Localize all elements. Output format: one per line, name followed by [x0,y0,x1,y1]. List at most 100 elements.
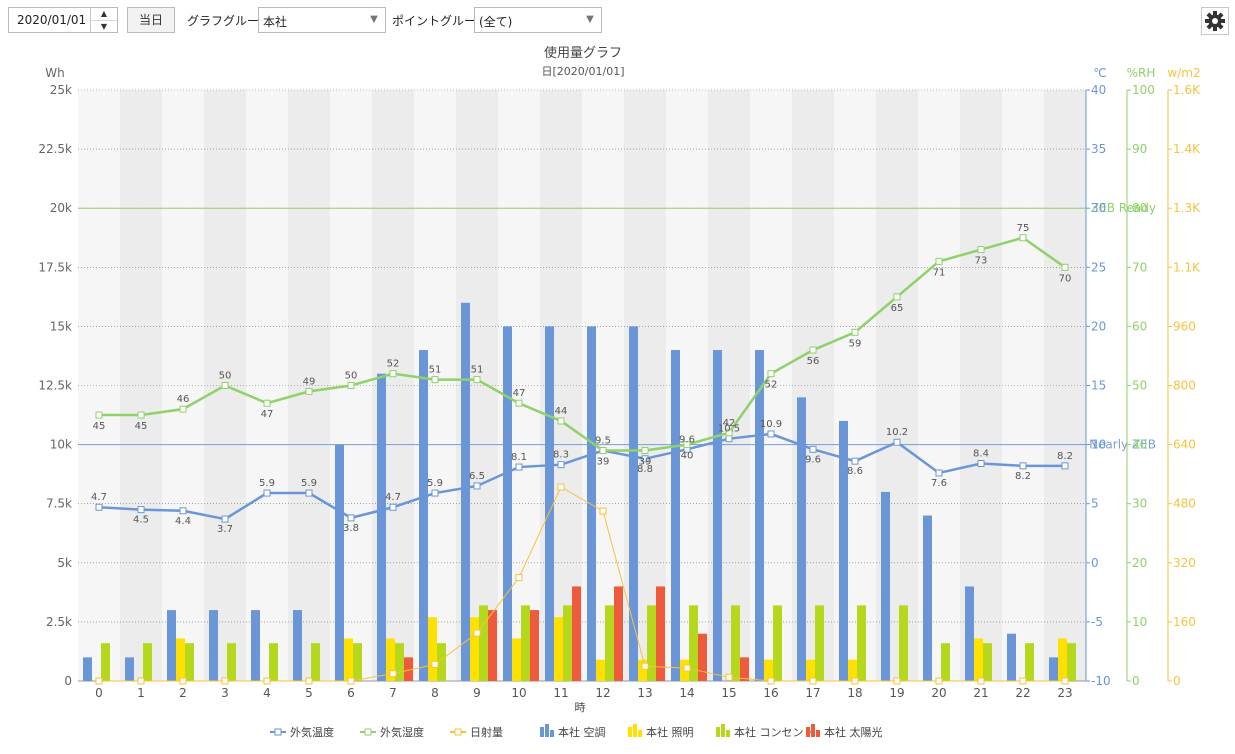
bar-0 [1007,633,1016,681]
line-point-1 [389,370,397,378]
bar-2 [857,605,866,681]
bar-3 [656,586,665,681]
x-tick-label: 19 [889,686,904,700]
line-point-0 [347,514,355,522]
chevron-down-icon[interactable]: ▼ [370,14,378,25]
humidity-axis-tick: 70 [1132,260,1147,274]
line-point-1 [473,376,481,384]
point-group-select[interactable]: (全て) ▼ [474,7,602,33]
bar-3 [488,610,497,681]
solar-axis-tick: 320 [1173,556,1196,570]
solar-axis-tick: 160 [1173,615,1196,629]
temp-data-label: 9.6 [805,454,821,465]
bar-1 [512,638,521,681]
line-point-1 [683,441,691,449]
bar-2 [227,643,236,681]
line-series-0 [98,432,1065,521]
line-point-2 [137,677,145,685]
x-tick-label: 18 [847,686,862,700]
line-point-0 [893,438,901,446]
bar-0 [377,373,386,681]
line-point-2 [809,677,817,685]
left-axis-tick: 7.5k [46,497,72,511]
left-axis-tick: 12.5k [38,379,72,393]
humidity-data-label: 47 [261,409,274,420]
temp-axis-unit: ℃ [1093,66,1106,80]
line-point-1 [179,405,187,413]
chart-plot: 0 2.5k 5k 7.5k 10k 12.5k 15k 17.5k 20k 22.5k 25k ZE… [38,83,1201,739]
bar-1 [176,638,185,681]
left-axis-tick: 25k [50,83,72,97]
line-point-1 [221,382,229,389]
line-point-2 [179,677,187,685]
humidity-data-label: 51 [471,365,484,376]
line-point-1 [599,447,607,455]
line-point-0 [767,430,775,438]
line-series-1 [99,236,1066,452]
humidity-data-label: 56 [807,356,820,367]
temp-data-label: 6.5 [469,471,485,482]
bar-2 [605,605,614,681]
line-point-0 [305,489,313,497]
legend-bar-4 [628,727,632,737]
bar-3 [530,610,539,681]
legend-marker-2 [454,728,462,736]
line-point-2 [935,677,943,685]
humidity-axis-tick: 100 [1132,83,1155,97]
graph-group-select[interactable]: 本社 ▼ [258,7,386,33]
chevron-down-icon[interactable]: ▼ [586,14,594,25]
bar-0 [125,657,134,681]
date-picker[interactable]: 2020/01/01 ▲ ▼ [8,7,118,33]
humidity-data-label: 39 [639,457,652,468]
spin-down-icon[interactable]: ▼ [100,22,108,31]
bar-1 [386,638,395,681]
humidity-data-label: 73 [975,256,988,267]
x-tick-label: 22 [1015,686,1030,700]
bar-2 [773,605,782,681]
temp-data-label: 10.9 [760,419,782,430]
solar-axis-tick: 1.1K [1173,260,1201,274]
humidity-data-label: 75 [1017,223,1030,234]
temp-axis-tick: 30 [1091,201,1106,215]
settings-button[interactable] [1201,7,1229,35]
line-point-2 [221,677,229,685]
date-spinner[interactable]: ▲ ▼ [90,8,117,32]
line-point-2 [893,677,901,685]
bar-3 [572,586,581,681]
bar-0 [545,326,554,681]
spin-up-icon[interactable]: ▲ [91,8,117,21]
line-point-1 [305,387,313,395]
today-button[interactable]: 当日 [127,7,175,33]
bar-0 [419,350,428,681]
line-point-2 [1019,677,1027,685]
bar-3 [614,586,623,681]
line-point-1 [1019,234,1027,242]
x-tick-label: 12 [595,686,610,700]
bar-2 [353,643,362,681]
humidity-data-label: 44 [555,406,568,417]
x-tick-label: 15 [721,686,736,700]
line-point-2 [599,507,607,515]
line-point-2 [347,677,355,685]
solar-axis-tick: 0 [1173,674,1181,688]
line-point-0 [977,460,985,468]
x-tick-label: 6 [347,686,355,700]
x-tick-label: 11 [553,686,568,700]
line-point-1 [851,328,859,336]
date-value[interactable]: 2020/01/01 [17,13,87,27]
legend-bar-5 [716,727,720,737]
line-point-0 [263,489,271,497]
gear-icon[interactable] [1202,8,1228,34]
x-tick-label: 3 [221,686,229,700]
legend-bar-3 [550,730,554,737]
line-point-2 [557,483,565,491]
bar-0 [965,586,974,681]
line-point-1 [935,257,943,265]
bar-2 [311,643,320,681]
solar-axis-tick: 640 [1173,438,1196,452]
line-point-1 [893,293,901,301]
bar-1 [554,617,563,681]
line-point-0 [473,482,481,490]
solar-axis-tick: 1.3K [1173,201,1201,215]
line-point-2 [851,677,859,685]
